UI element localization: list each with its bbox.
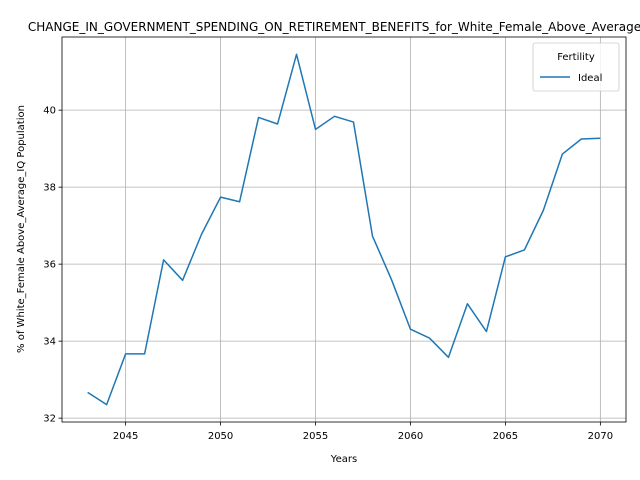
series-line-ideal xyxy=(87,53,601,406)
chart-title: CHANGE_IN_GOVERNMENT_SPENDING_ON_RETIREM… xyxy=(28,20,640,34)
x-tick-label: 2045 xyxy=(113,431,138,442)
x-tick-label: 2060 xyxy=(398,431,423,442)
legend: Fertility Ideal xyxy=(532,42,620,92)
legend-title: Fertility xyxy=(557,52,595,63)
y-axis-label: % of White_Female Above_Average_IQ Popul… xyxy=(16,105,27,353)
x-axis: 2045 2050 2055 2060 2065 2070 xyxy=(113,422,613,442)
x-tick-label: 2050 xyxy=(208,431,233,442)
legend-box xyxy=(532,42,620,92)
x-tick-label: 2055 xyxy=(303,431,328,442)
plot-frame xyxy=(61,36,627,423)
grid xyxy=(62,37,626,422)
x-tick-label: 2065 xyxy=(493,431,518,442)
legend-label-ideal: Ideal xyxy=(578,73,602,84)
x-axis-label: Years xyxy=(330,454,357,465)
y-tick-label: 32 xyxy=(43,414,56,425)
y-tick-label: 36 xyxy=(43,260,56,271)
x-tick-label: 2070 xyxy=(588,431,613,442)
y-tick-label: 34 xyxy=(43,337,56,348)
y-tick-label: 40 xyxy=(43,106,56,117)
y-axis: 32 34 36 38 40 xyxy=(43,106,62,425)
y-tick-label: 38 xyxy=(43,183,56,194)
series-layer xyxy=(87,53,601,406)
